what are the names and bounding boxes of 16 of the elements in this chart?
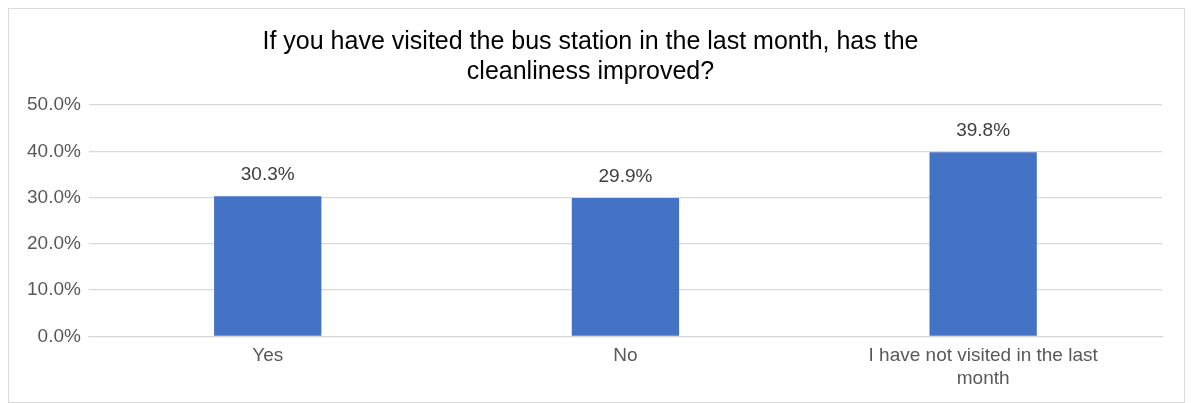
chart-title: If you have visited the bus station in the last month, has the cleanliness improved? <box>262 25 919 84</box>
x-tick-label: I have not visited in the last month <box>868 344 1099 388</box>
data-label: 30.3% <box>240 162 295 184</box>
y-tick-label: 10.0% <box>27 278 81 300</box>
y-tick-label: 0.0% <box>37 324 81 346</box>
y-tick-label: 20.0% <box>27 232 81 254</box>
y-tick-label: 30.0% <box>27 185 81 207</box>
data-label: 39.8% <box>956 118 1011 140</box>
data-label: 29.9% <box>598 164 653 186</box>
y-tick-label: 50.0% <box>27 93 81 115</box>
bar <box>929 152 1037 336</box>
bar <box>214 196 322 336</box>
bar <box>571 198 680 336</box>
x-tick-label: No <box>613 344 638 366</box>
y-tick-label: 40.0% <box>27 139 81 161</box>
x-tick-label: Yes <box>252 344 284 366</box>
